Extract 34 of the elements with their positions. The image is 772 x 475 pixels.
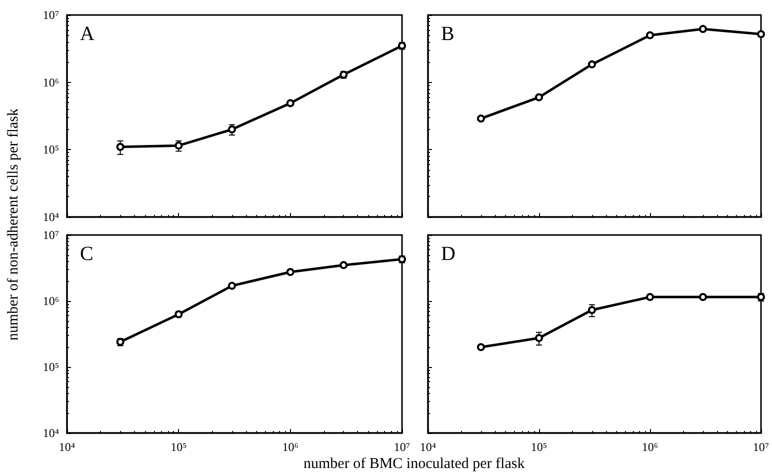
x-tick-label: 10⁶	[642, 440, 658, 454]
x-tick-label: 10⁷	[394, 440, 410, 454]
point	[588, 306, 596, 314]
point	[757, 30, 765, 38]
chart-title: B	[441, 23, 454, 45]
point	[228, 282, 236, 290]
point	[476, 343, 485, 352]
x-tick-label: 10⁶	[282, 440, 298, 454]
x-tick-label: 10⁴	[420, 440, 436, 454]
chart-title: A	[80, 23, 95, 45]
x-tick-label: 10⁵	[530, 440, 548, 454]
point	[286, 99, 294, 108]
y-tick-label: 10⁵	[42, 360, 59, 374]
y-tick-label: 10⁷	[42, 8, 59, 22]
chart-title: D	[441, 243, 456, 265]
y-tick-label: 10⁵	[42, 142, 59, 157]
point	[286, 268, 294, 276]
y-tick-label: 10⁷	[42, 228, 59, 242]
point	[228, 125, 236, 134]
point	[646, 31, 654, 40]
x-axis-title: number of BMC inoculated per flask	[304, 456, 525, 473]
chart-title: C	[80, 243, 94, 265]
y-tick-label: 10⁶	[42, 294, 59, 308]
y-axis-title: number of non-adherent cells per flask	[6, 108, 22, 340]
point	[646, 292, 654, 301]
x-tick-label: 10⁵	[170, 440, 187, 454]
y-tick-label: 10⁴	[42, 426, 59, 440]
point	[476, 114, 485, 123]
point	[588, 60, 596, 68]
y-tick-label: 10⁴	[42, 210, 59, 224]
x-tick-label: 10⁷	[752, 440, 770, 454]
y-tick-label: 10⁶	[42, 75, 59, 90]
x-tick-label: 10⁴	[58, 440, 76, 454]
point	[116, 142, 124, 151]
